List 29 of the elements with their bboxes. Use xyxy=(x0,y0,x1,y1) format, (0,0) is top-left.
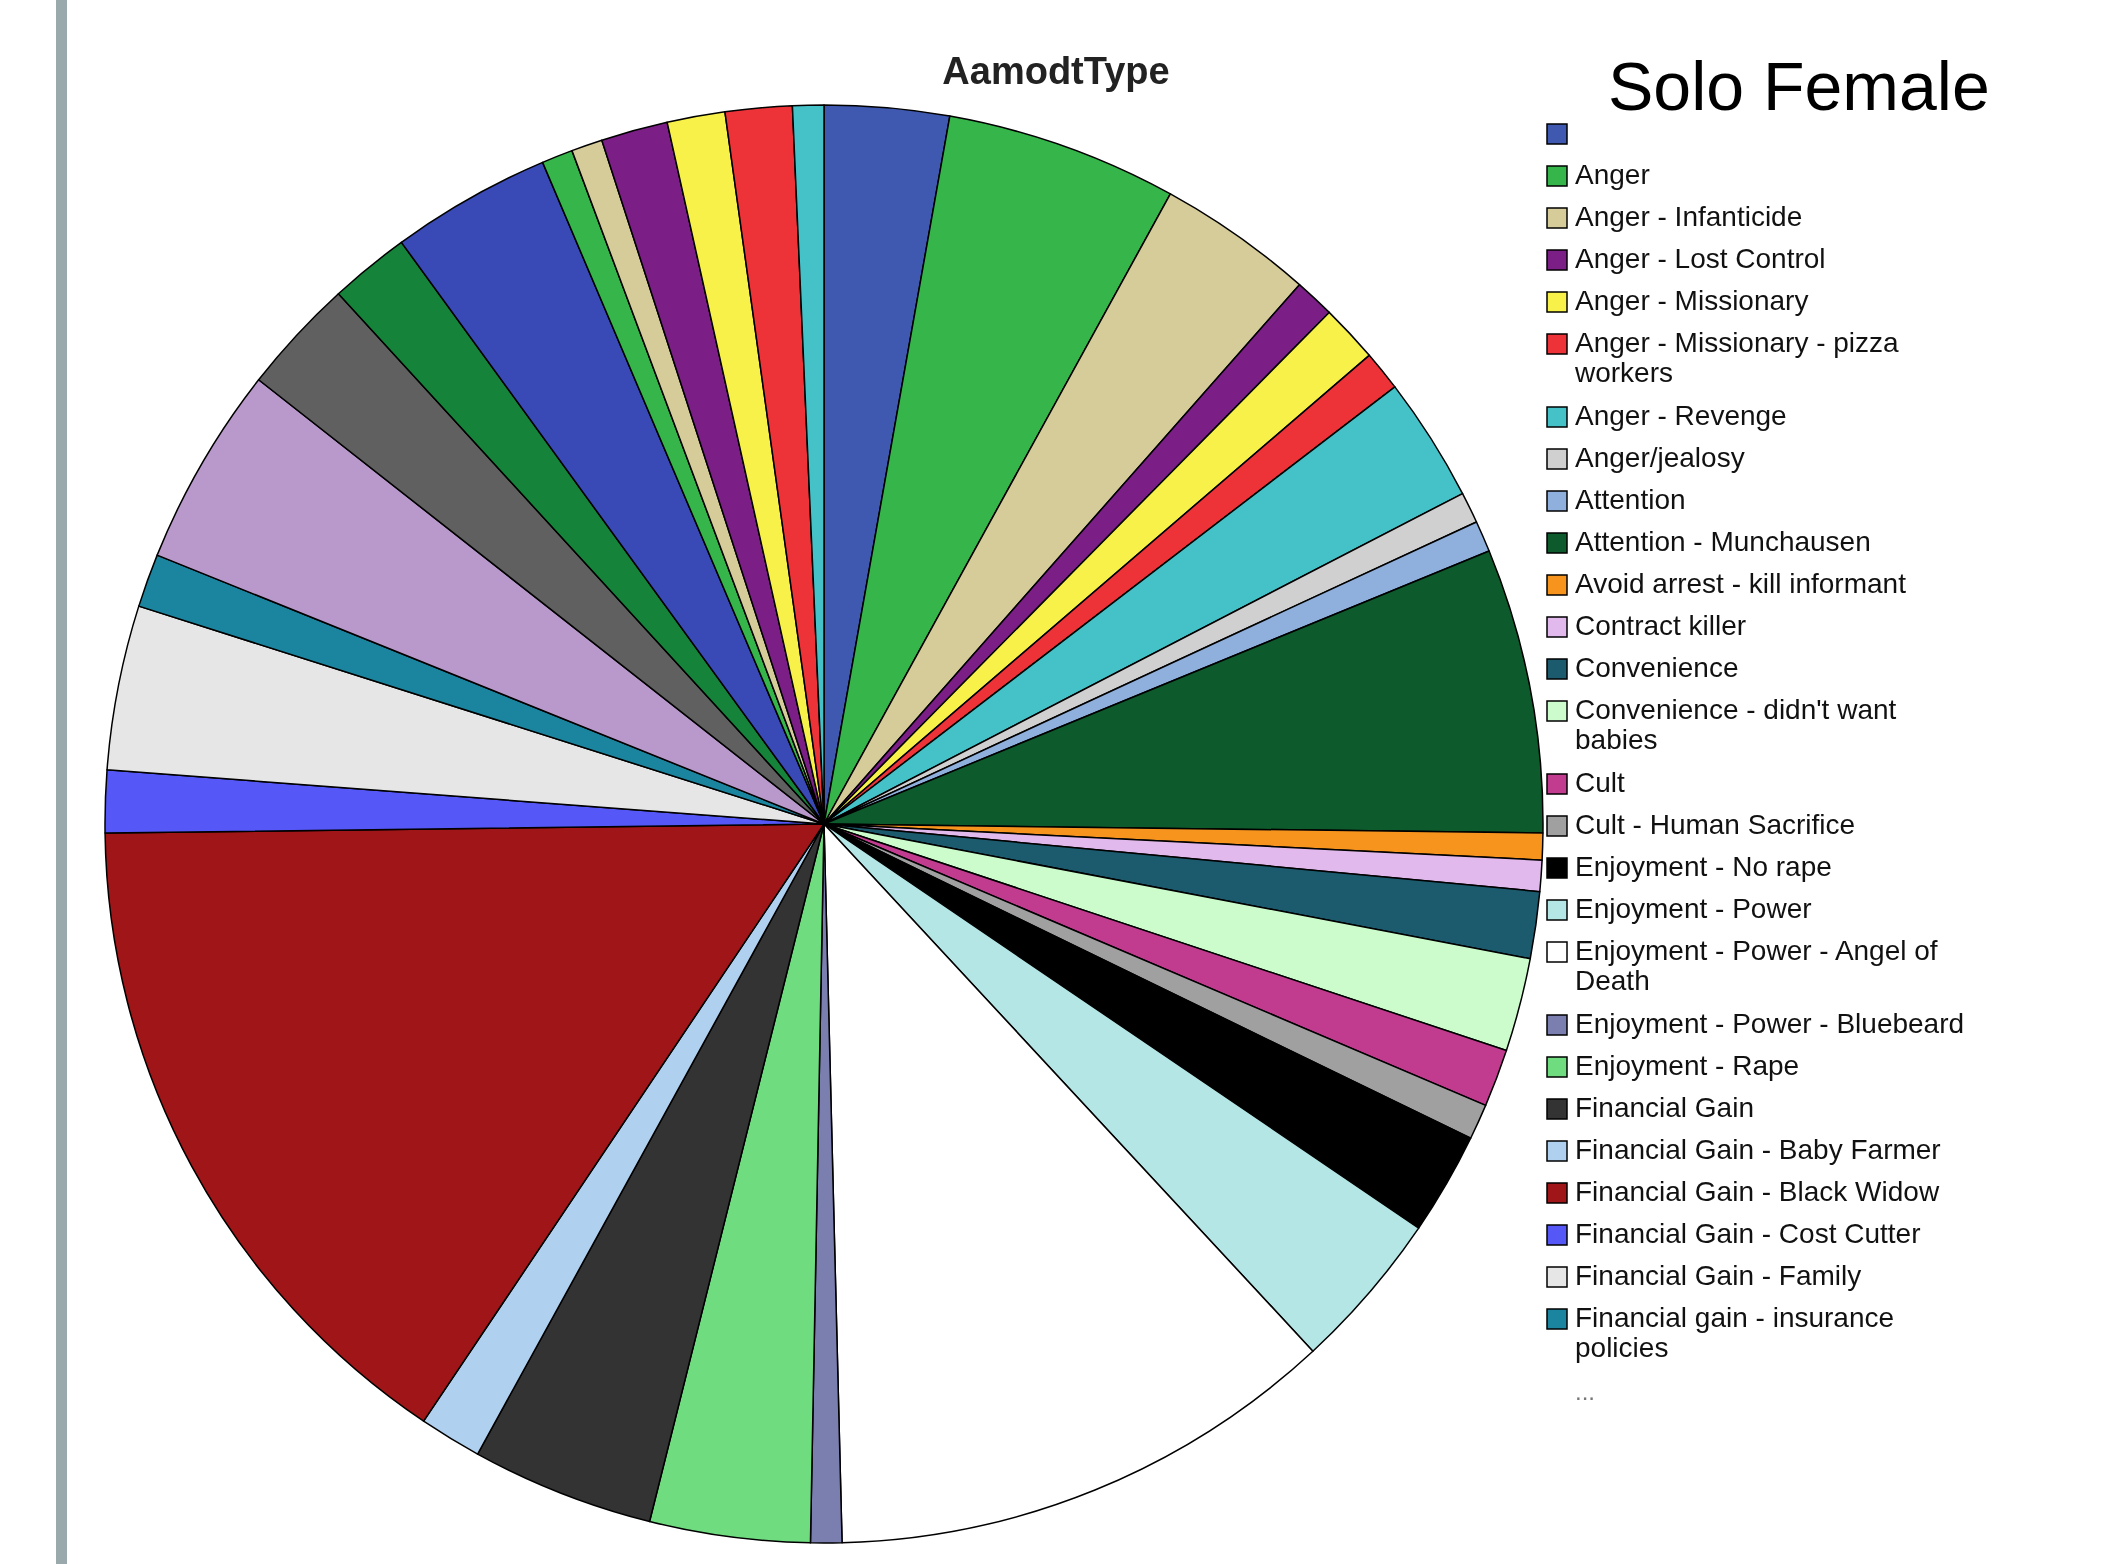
legend-label: Enjoyment - Power - Bluebeard xyxy=(1575,1008,1965,1039)
legend-label: Financial Gain - Baby Farmer xyxy=(1575,1134,1941,1165)
legend-label: Financial Gain xyxy=(1575,1092,1754,1123)
legend-label: Cult xyxy=(1575,767,1626,798)
legend-label: Attention xyxy=(1575,484,1686,515)
legend-label: Attention - Munchausen xyxy=(1575,526,1871,557)
legend-label: Anger xyxy=(1575,159,1650,190)
legend-label: Anger - Lost Control xyxy=(1575,243,1826,274)
chart-subtitle: Solo Female xyxy=(1608,48,1990,124)
legend-label: Anger - Missionary - pizza workers xyxy=(1574,327,1900,388)
legend-label: Enjoyment - No rape xyxy=(1575,851,1832,882)
legend-label: Anger - Missionary xyxy=(1575,285,1809,316)
legend-label: Enjoyment - Power xyxy=(1575,893,1812,924)
legend-label: Convenience xyxy=(1575,652,1739,683)
legend-label: Anger/jealosy xyxy=(1575,442,1745,473)
legend-label: Avoid arrest - kill informant xyxy=(1575,568,1907,599)
legend-label: Anger - Infanticide xyxy=(1575,201,1803,232)
legend-label: Contract killer xyxy=(1575,610,1747,641)
legend-label: Enjoyment - Power - Angel of Death xyxy=(1575,935,1938,996)
legend-label: Financial Gain - Cost Cutter xyxy=(1575,1218,1921,1249)
legend-label: Anger - Revenge xyxy=(1575,400,1787,431)
legend-label: Financial Gain - Family xyxy=(1575,1260,1862,1291)
legend-label: Cult - Human Sacrifice xyxy=(1575,809,1856,840)
legend-label: Financial Gain - Black Widow xyxy=(1575,1176,1940,1207)
legend-label: Convenience - didn't want babies xyxy=(1575,694,1897,755)
legend-label: Financial gain - insurance policies xyxy=(1575,1302,1895,1363)
legend-label: Enjoyment - Rape xyxy=(1575,1050,1800,1081)
text: ... xyxy=(1575,1378,1596,1405)
chart-title: AamodtType xyxy=(942,50,1170,92)
